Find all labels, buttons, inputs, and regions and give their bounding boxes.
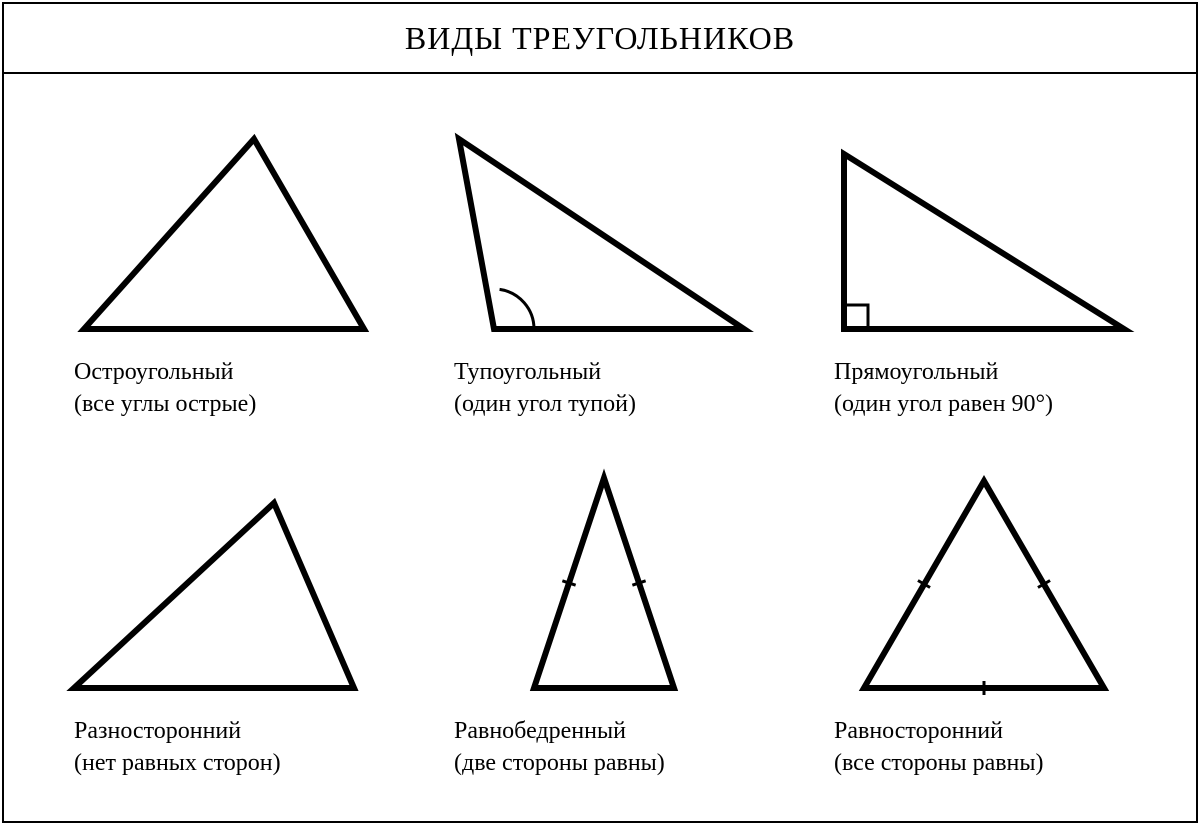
- caption-acute: Остроугольный (все углы острые): [44, 356, 404, 421]
- cell-scalene: Разносторонний (нет равных сторон): [44, 463, 404, 802]
- cell-equilateral: Равносторонний (все стороны равны): [804, 463, 1164, 802]
- triangle-equilateral: [804, 463, 1164, 703]
- caption-right: Прямоугольный (один угол равен 90°): [804, 356, 1164, 421]
- triangle-scalene: [44, 463, 404, 703]
- caption-scalene: Разносторонний (нет равных сторон): [44, 715, 404, 780]
- page-title: ВИДЫ ТРЕУГОЛЬНИКОВ: [405, 20, 795, 57]
- right-triangle-icon: [804, 124, 1164, 344]
- caption-line1: Равнобедренный: [454, 718, 626, 744]
- cell-right: Прямоугольный (один угол равен 90°): [804, 104, 1164, 443]
- caption-obtuse: Тупоугольный (один угол тупой): [424, 356, 784, 421]
- caption-equilateral: Равносторонний (все стороны равны): [804, 715, 1164, 780]
- caption-isosceles: Равнобедренный (две стороны равны): [424, 715, 784, 780]
- caption-line2: (все стороны равны): [834, 750, 1044, 776]
- content-grid: Остроугольный (все углы острые) Тупоугол…: [4, 74, 1196, 821]
- isosceles-triangle-icon: [474, 463, 734, 703]
- caption-line2: (две стороны равны): [454, 750, 665, 776]
- triangle-isosceles: [424, 463, 784, 703]
- header: ВИДЫ ТРЕУГОЛЬНИКОВ: [4, 4, 1196, 74]
- equilateral-triangle-icon: [824, 463, 1144, 703]
- caption-line2: (все углы острые): [74, 391, 256, 417]
- acute-triangle-icon: [44, 124, 404, 344]
- cell-isosceles: Равнобедренный (две стороны равны): [424, 463, 784, 802]
- caption-line1: Тупоугольный: [454, 359, 601, 385]
- triangle-acute: [44, 104, 404, 344]
- scalene-triangle-icon: [44, 483, 404, 703]
- caption-line1: Равносторонний: [834, 718, 1003, 744]
- outer-frame: ВИДЫ ТРЕУГОЛЬНИКОВ Остроугольный (все уг…: [2, 2, 1198, 823]
- cell-acute: Остроугольный (все углы острые): [44, 104, 404, 443]
- caption-line2: (нет равных сторон): [74, 750, 281, 776]
- triangle-obtuse: [424, 104, 784, 344]
- caption-line2: (один угол равен 90°): [834, 391, 1053, 417]
- caption-line2: (один угол тупой): [454, 391, 636, 417]
- caption-line1: Прямоугольный: [834, 359, 998, 385]
- triangle-right: [804, 104, 1164, 344]
- obtuse-triangle-icon: [424, 124, 784, 344]
- caption-line1: Разносторонний: [74, 718, 241, 744]
- cell-obtuse: Тупоугольный (один угол тупой): [424, 104, 784, 443]
- caption-line1: Остроугольный: [74, 359, 234, 385]
